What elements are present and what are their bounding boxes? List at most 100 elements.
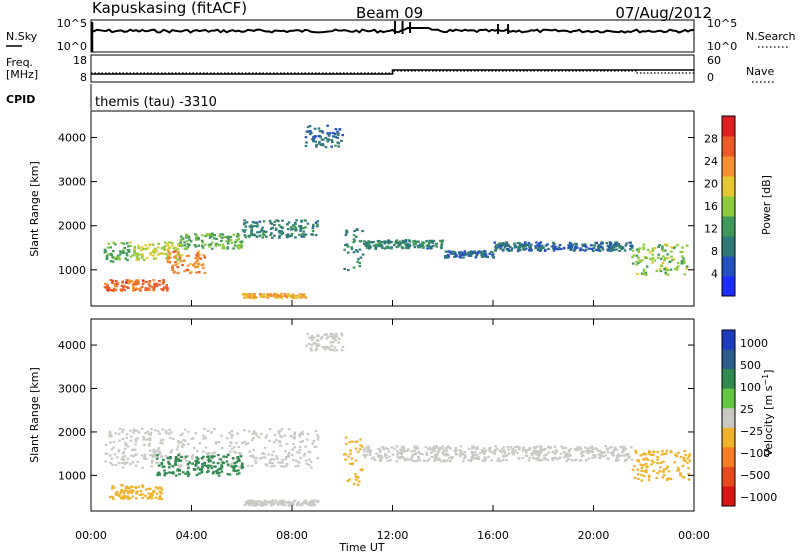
echo-cell — [494, 248, 498, 251]
echo-cell — [342, 453, 346, 456]
echo-cell — [269, 294, 273, 297]
echo-cell — [582, 450, 585, 453]
echo-cell — [441, 452, 445, 455]
echo-cell — [277, 430, 281, 433]
echo-cell — [523, 248, 526, 251]
echo-cell — [352, 266, 356, 269]
echo-cell — [158, 497, 161, 500]
echo-cell — [125, 433, 129, 436]
echo-cell — [560, 445, 563, 448]
echo-cell — [297, 294, 301, 297]
echo-cell — [344, 244, 347, 247]
echo-cell — [219, 458, 222, 461]
echo-cell — [314, 349, 317, 352]
echo-cell — [601, 248, 605, 251]
echo-cell — [362, 448, 366, 452]
echo-cell — [238, 465, 241, 469]
echo-cell — [278, 461, 282, 464]
echo-cell — [385, 457, 388, 460]
echo-cell — [243, 440, 246, 443]
echo-cell — [309, 130, 312, 133]
echo-cell — [493, 451, 496, 454]
echo-cell — [133, 247, 137, 250]
echo-cell — [258, 220, 262, 223]
echo-cell — [576, 246, 579, 249]
echo-cell — [174, 456, 178, 459]
echo-cell — [212, 470, 215, 474]
echo-cell — [286, 292, 290, 296]
echo-cell — [253, 224, 256, 228]
echo-cell — [236, 246, 240, 249]
echo-cell — [682, 259, 686, 262]
echo-cell — [130, 491, 133, 494]
echo-cell — [426, 247, 429, 250]
echo-cell — [163, 248, 166, 251]
echo-cell — [126, 445, 130, 448]
echo-cell — [130, 454, 133, 457]
echo-cell — [279, 293, 283, 296]
echo-cell — [471, 452, 474, 455]
echo-cell — [404, 246, 408, 250]
echo-cell — [172, 256, 176, 259]
echo-cell — [331, 336, 335, 339]
echo-cell — [681, 246, 684, 249]
echo-cell — [158, 495, 162, 498]
echo-cell — [167, 256, 171, 259]
echo-cell — [225, 455, 228, 459]
echo-cell — [606, 244, 610, 247]
echo-cell — [155, 282, 159, 285]
echo-cell — [555, 457, 559, 460]
echo-cell — [306, 332, 309, 336]
echo-cell — [642, 247, 645, 251]
echo-cell — [125, 252, 128, 255]
echo-cell — [234, 465, 237, 468]
echo-cell — [677, 265, 680, 268]
echo-cell — [332, 131, 335, 134]
echo-cell — [172, 247, 175, 250]
echo-cell — [276, 294, 279, 297]
echo-cell — [115, 493, 119, 496]
echo-cell — [669, 268, 673, 271]
echo-cell — [596, 248, 599, 252]
echo-cell — [463, 454, 467, 457]
echo-cell — [566, 452, 569, 455]
echo-cell — [111, 279, 114, 282]
echo-cell — [421, 241, 424, 244]
echo-cell — [505, 453, 509, 457]
echo-cell — [444, 256, 447, 259]
echo-cell — [535, 445, 539, 448]
echo-cell — [591, 456, 594, 460]
echo-cell — [168, 246, 171, 249]
echo-cell — [418, 243, 422, 246]
echo-cell — [619, 454, 622, 457]
echo-cell — [657, 253, 660, 256]
colorbar-swatch — [722, 330, 735, 351]
echo-cell — [207, 466, 210, 469]
echo-cell — [459, 256, 463, 259]
echo-cell — [395, 445, 399, 448]
echo-cell — [417, 246, 420, 249]
echo-cell — [135, 256, 139, 259]
echo-cell — [142, 436, 145, 439]
echo-cell — [463, 250, 467, 253]
echo-cell — [128, 429, 132, 432]
echo-cell — [178, 469, 181, 472]
echo-cell — [652, 450, 655, 453]
echo-cell — [189, 240, 193, 243]
echo-cell — [373, 458, 377, 461]
colorbar-tick-label: 16 — [704, 200, 718, 213]
echo-cell — [211, 233, 214, 236]
echo-cell — [301, 440, 304, 443]
echo-cell — [659, 270, 663, 273]
echo-cell — [181, 456, 185, 459]
echo-cell — [595, 448, 598, 451]
echo-cell — [152, 251, 155, 254]
echo-cell — [165, 253, 168, 256]
echo-cell — [448, 457, 451, 460]
echo-cell — [107, 287, 111, 290]
echo-cell — [574, 244, 578, 247]
echo-cell — [435, 455, 438, 458]
echo-cell — [109, 246, 112, 249]
echo-cell — [197, 250, 201, 253]
